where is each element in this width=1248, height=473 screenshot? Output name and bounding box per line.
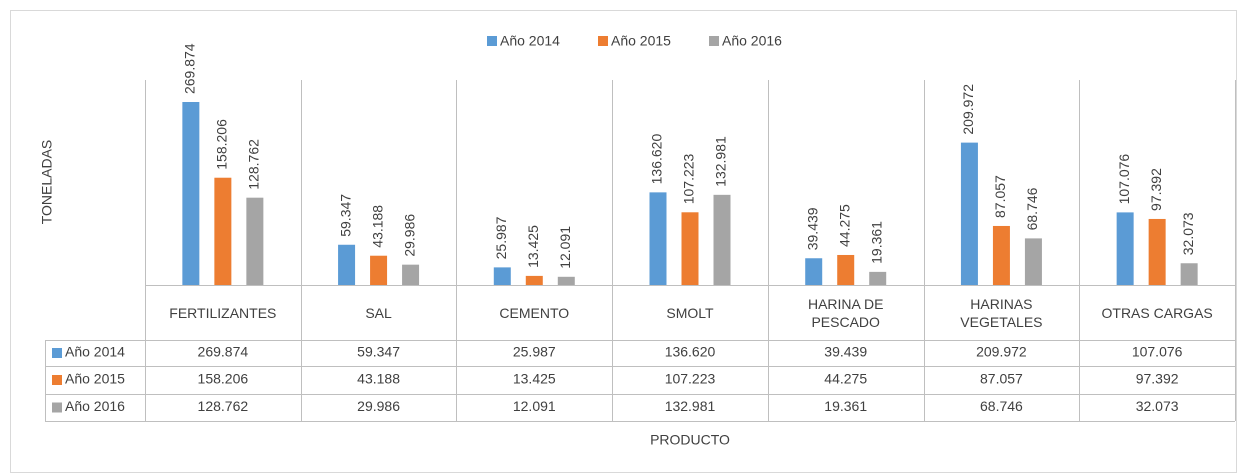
category-text: HARINA DE PESCADO xyxy=(807,295,884,330)
data-label: 158.206 xyxy=(214,119,230,170)
category-label: SAL xyxy=(301,285,457,340)
table-cell: 43.188 xyxy=(357,371,400,387)
category-label: OTRAS CARGAS xyxy=(1079,285,1235,340)
legend-key xyxy=(52,402,62,413)
row-header: Año 2016 xyxy=(65,398,125,414)
bar xyxy=(402,264,420,285)
bar xyxy=(713,194,731,285)
bar xyxy=(182,102,200,285)
table-cell: 13.425 xyxy=(513,371,556,387)
bar xyxy=(1180,263,1198,285)
table-cell: 19.361 xyxy=(824,398,867,414)
category-label: SMOLT xyxy=(612,285,768,340)
row-header: Año 2014 xyxy=(65,344,125,360)
data-label: 209.972 xyxy=(960,84,976,135)
legend-label: Año 2015 xyxy=(611,33,671,49)
data-label: 12.091 xyxy=(557,226,573,269)
table-cell: 97.392 xyxy=(1136,371,1179,387)
data-label: 68.746 xyxy=(1024,187,1040,230)
category-text: FERTILIZANTES xyxy=(169,304,277,321)
category-label: HARINAS VEGETALES xyxy=(924,285,1080,340)
bar xyxy=(681,212,699,285)
bar xyxy=(493,267,511,285)
data-label: 107.223 xyxy=(681,153,697,204)
data-label: 136.620 xyxy=(649,134,665,185)
data-label: 44.275 xyxy=(836,204,852,247)
bar xyxy=(557,276,575,285)
y-axis-title: TONELADAS xyxy=(39,140,55,225)
data-label: 107.076 xyxy=(1116,154,1132,205)
data-label: 59.347 xyxy=(337,194,353,237)
table-cell: 25.987 xyxy=(513,344,556,360)
legend-key xyxy=(52,375,62,385)
bar xyxy=(960,142,978,285)
table-cell: 32.073 xyxy=(1136,398,1179,414)
data-label: 19.361 xyxy=(868,221,884,264)
category-text: SAL xyxy=(365,304,392,321)
legend-swatch xyxy=(487,36,497,46)
table-cell: 136.620 xyxy=(665,344,716,360)
bar xyxy=(1116,212,1134,285)
table-cell: 39.439 xyxy=(824,344,867,360)
table-cell: 269.874 xyxy=(198,344,249,360)
data-label: 269.874 xyxy=(182,43,198,94)
table-cell: 29.986 xyxy=(357,398,400,414)
bar xyxy=(214,177,232,285)
table-cell: 107.076 xyxy=(1132,344,1183,360)
bar xyxy=(992,225,1010,285)
data-label: 29.986 xyxy=(401,214,417,257)
table-cell: 44.275 xyxy=(824,371,867,387)
data-label: 128.762 xyxy=(246,139,262,190)
data-label: 13.425 xyxy=(525,225,541,268)
category-text: OTRAS CARGAS xyxy=(1101,304,1213,321)
table-cell: 87.057 xyxy=(980,371,1023,387)
bar xyxy=(649,192,667,285)
table-cell: 12.091 xyxy=(513,398,556,414)
bar xyxy=(246,197,264,285)
data-label: 87.057 xyxy=(992,175,1008,218)
data-label: 97.392 xyxy=(1148,168,1164,211)
legend-swatch xyxy=(709,36,719,46)
data-label: 32.073 xyxy=(1180,212,1196,255)
data-label: 43.188 xyxy=(369,205,385,248)
table-cell: 107.223 xyxy=(665,371,716,387)
category-label: CEMENTO xyxy=(456,285,612,340)
bar xyxy=(1148,218,1166,285)
legend-label: Año 2016 xyxy=(722,33,782,49)
row-header: Año 2015 xyxy=(65,371,125,387)
legend-swatch xyxy=(598,36,608,46)
table-cell: 128.762 xyxy=(198,398,249,414)
table-cell: 132.981 xyxy=(665,398,716,414)
data-label: 39.439 xyxy=(804,207,820,250)
bar xyxy=(338,244,356,285)
legend-key xyxy=(52,348,62,358)
bar xyxy=(805,258,823,285)
x-axis-title: PRODUCTO xyxy=(650,432,730,448)
category-label: FERTILIZANTES xyxy=(145,285,301,340)
category-text: CEMENTO xyxy=(499,304,570,321)
data-label: 25.987 xyxy=(493,216,509,259)
bar xyxy=(525,275,543,285)
table-cell: 68.746 xyxy=(980,398,1023,414)
bar xyxy=(837,254,855,285)
bar xyxy=(869,271,887,285)
bar xyxy=(1024,238,1042,285)
category-text: HARINAS VEGETALES xyxy=(960,295,1043,330)
category-label: HARINA DE PESCADO xyxy=(768,285,924,340)
table-cell: 209.972 xyxy=(976,344,1027,360)
table-cell: 158.206 xyxy=(198,371,249,387)
table-cell: 59.347 xyxy=(357,344,400,360)
category-text: SMOLT xyxy=(666,304,714,321)
legend-label: Año 2014 xyxy=(500,33,560,49)
data-label: 132.981 xyxy=(713,136,729,187)
bar xyxy=(370,255,388,285)
